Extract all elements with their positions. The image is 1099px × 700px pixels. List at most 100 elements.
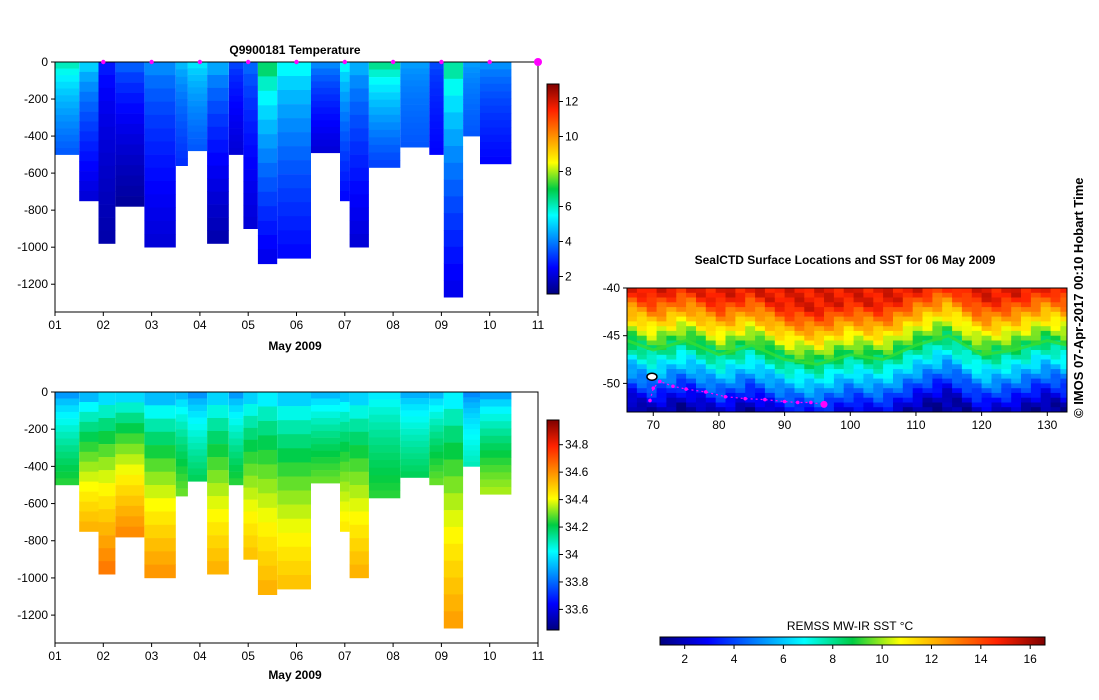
profile-cell — [480, 435, 512, 444]
sst-cell — [646, 359, 657, 365]
sst-cell — [666, 407, 677, 412]
profile-cell — [368, 399, 401, 408]
profile-cell — [368, 452, 401, 461]
sst-cell — [715, 326, 726, 332]
sst-cell — [705, 407, 717, 412]
sst-cell — [902, 292, 914, 298]
sst-cell — [636, 292, 648, 298]
profile-cell — [257, 220, 278, 236]
sst-cell — [991, 407, 1002, 412]
profile-cell — [55, 411, 80, 419]
sst-cell — [1021, 369, 1032, 375]
sst-cell — [814, 397, 825, 403]
sst-cell — [833, 330, 845, 337]
sst-cell — [1030, 402, 1042, 408]
sst-cell — [952, 326, 963, 332]
profile-cell — [115, 495, 145, 507]
sst-cell — [627, 292, 638, 298]
sst-cell — [902, 311, 914, 317]
sst-cell — [755, 359, 766, 365]
profile-cell — [187, 112, 208, 120]
profile-cell — [349, 538, 369, 552]
sst-cell — [666, 378, 677, 384]
profile-cell — [400, 80, 430, 87]
sst-cell — [843, 407, 854, 412]
sst-cell — [942, 388, 953, 394]
profile-cell — [175, 121, 188, 129]
x-tick-label: 01 — [48, 649, 62, 663]
sst-cell — [764, 326, 776, 332]
profile-cell — [228, 411, 244, 419]
sst-cell — [952, 335, 963, 341]
profile-cell — [55, 438, 80, 446]
imos-credit: © IMOS 07-Apr-2017 00:10 Hobart Time — [1071, 177, 1086, 418]
sst-cell — [735, 369, 746, 375]
profile-cell — [429, 465, 444, 472]
profile-cell — [144, 418, 176, 433]
sst-cell — [1021, 302, 1032, 308]
sst-cell — [843, 340, 854, 346]
sst-cell — [843, 378, 854, 384]
sst-cell — [893, 364, 904, 370]
sst-cell — [1030, 397, 1042, 403]
profile-cell — [98, 548, 116, 562]
sst-cell — [755, 288, 766, 294]
profile-cell — [175, 136, 188, 144]
sst-cell — [676, 288, 687, 294]
sst-cell — [863, 330, 874, 337]
profile-cell — [187, 131, 208, 139]
profile-cell — [340, 161, 350, 172]
sst-colorbar-tick-label: 10 — [875, 652, 889, 666]
profile-cell — [349, 551, 369, 565]
sst-cell — [912, 335, 923, 341]
sst-cell — [696, 321, 707, 327]
sst-cell — [804, 288, 815, 294]
sst-cell — [705, 383, 717, 389]
sst-cell — [755, 316, 766, 322]
sst-cell — [636, 354, 648, 360]
sst-cell — [1030, 321, 1042, 327]
sst-cell — [912, 330, 923, 337]
profile-cell — [79, 121, 99, 132]
sst-cell — [656, 321, 667, 327]
sst-cell — [627, 311, 638, 317]
profile-cell — [311, 476, 340, 484]
profile-cell — [429, 398, 444, 406]
profile-cell — [463, 392, 480, 398]
sst-cell — [863, 316, 874, 322]
sst-cell — [932, 402, 943, 408]
sst-cell — [627, 369, 638, 375]
sst-cell — [843, 307, 854, 313]
sst-cell — [636, 397, 648, 403]
profile-cell — [144, 551, 176, 565]
sst-cell — [932, 288, 943, 294]
sst-cell — [784, 359, 795, 365]
sst-colorbar-tick-label: 8 — [829, 652, 836, 666]
x-tick-label: 02 — [97, 318, 111, 332]
sst-cell — [696, 316, 707, 322]
profile-cell — [480, 487, 512, 495]
sst-cell — [784, 316, 795, 322]
profile-cell — [207, 509, 229, 523]
sst-cell — [636, 383, 648, 389]
profile-cell — [228, 478, 244, 486]
sst-cell — [774, 307, 786, 313]
sst-cell — [686, 364, 697, 370]
sst-cell — [705, 330, 717, 337]
sst-cell — [646, 340, 657, 346]
sst-cell — [863, 321, 874, 327]
profile-cell — [79, 441, 99, 453]
sst-cell — [1040, 373, 1051, 379]
profile-cell — [443, 263, 464, 281]
sst-cell — [656, 383, 667, 389]
sst-cell — [686, 402, 697, 408]
profile-cell — [400, 74, 430, 81]
profile-cell — [175, 481, 188, 489]
profile-cell — [400, 392, 430, 399]
sst-cell — [774, 302, 786, 308]
sst-cell — [705, 297, 717, 303]
sst-cell — [883, 345, 894, 351]
sst-cell — [636, 297, 648, 303]
colorbar-tick-label: 34.4 — [565, 493, 589, 507]
profile-cell — [480, 120, 512, 128]
